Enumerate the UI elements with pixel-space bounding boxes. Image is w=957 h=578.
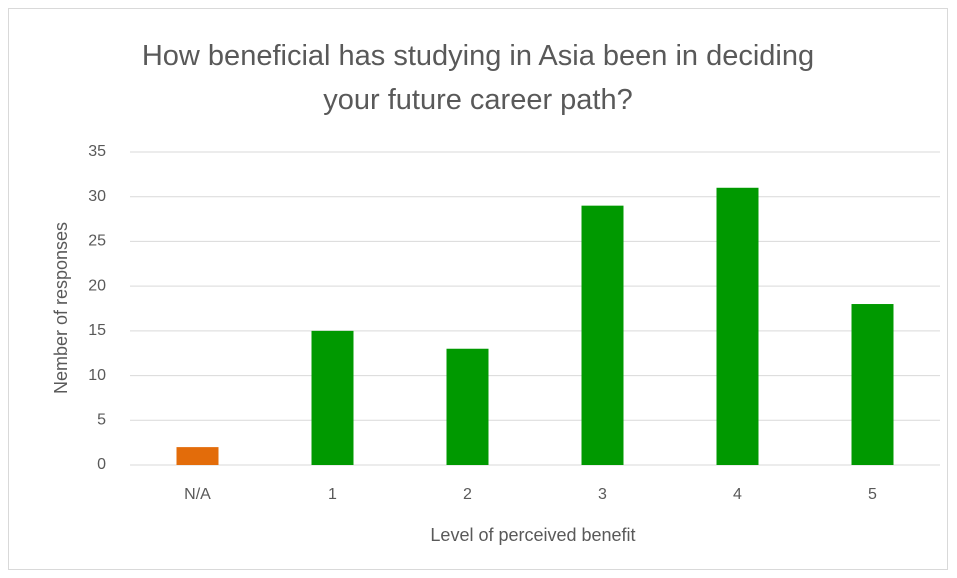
y-tick-label: 0: [97, 456, 106, 473]
x-axis-label: Level of perceived benefit: [430, 525, 635, 545]
bar: [311, 330, 354, 465]
chart-title: How beneficial has studying in Asia been…: [141, 40, 815, 116]
chart-border: [8, 8, 948, 570]
x-tick-label: N/A: [184, 486, 211, 503]
x-tick-label: 4: [733, 486, 742, 503]
x-tick-label: 5: [868, 486, 877, 503]
bar: [716, 187, 759, 465]
y-axis-label: Nember of responses: [51, 222, 71, 394]
y-tick-label: 30: [88, 188, 106, 205]
bar: [446, 348, 489, 465]
y-tick-label: 25: [88, 233, 106, 250]
y-tick-label: 5: [97, 412, 106, 429]
bar: [851, 304, 894, 465]
y-tick-label: 15: [88, 322, 106, 339]
y-tick-label: 10: [88, 367, 106, 384]
bar: [176, 447, 219, 465]
y-tick-label: 20: [88, 277, 106, 294]
bar: [581, 205, 624, 465]
x-tick-label: 3: [598, 486, 607, 503]
x-tick-label: 1: [328, 486, 337, 503]
y-tick-label: 35: [88, 143, 106, 160]
x-tick-label: 2: [463, 486, 472, 503]
